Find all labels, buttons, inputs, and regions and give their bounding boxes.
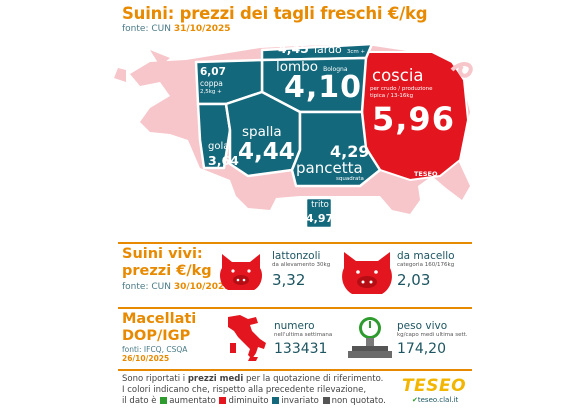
coscia-note-1: per crudo / produzione	[370, 86, 433, 92]
teseo-small-logo: TESEO	[414, 170, 438, 178]
footer-note: Sono riportati i prezzi medi per la quot…	[122, 374, 386, 407]
peso-note: kg/capo medi ultima sett.	[397, 332, 468, 338]
lombo-value: 4,10	[284, 70, 363, 105]
coppa-value: 6,07	[200, 66, 226, 78]
slaughter-title-line-1: Macellati	[122, 311, 197, 327]
numero-value: 133431	[274, 341, 328, 357]
lattonzoli-label: lattonzoli	[272, 250, 321, 262]
pancetta-value: 4,29	[330, 142, 370, 161]
legend-red-square	[219, 397, 227, 404]
coscia-note: per crudo / produzione tipica / 13-16kg	[370, 86, 433, 99]
numero-block: numero nell'ultima settimana 133431	[274, 320, 332, 357]
macello-note: categoria 160/176kg	[397, 262, 455, 268]
pig-diagram	[114, 42, 473, 230]
teseo-logo: TESEO	[402, 376, 467, 396]
gola-name: gola	[208, 141, 230, 152]
divider	[118, 369, 472, 371]
page-title: Suini: prezzi dei tagli freschi €/kg	[122, 4, 428, 23]
lombo-name: lombo	[276, 59, 318, 75]
footer-legend: il dato è aumentato diminuito invariato …	[122, 396, 386, 406]
source-label: fonti: IFCQ, CSQA	[122, 345, 188, 354]
source-date: 26/10/2025	[122, 354, 170, 363]
pancetta-name: pancetta	[296, 159, 363, 177]
legend-aumentato: aumentato	[169, 396, 216, 406]
header-source: fonte: CUN 31/10/2025	[122, 24, 231, 34]
trito-name: trito	[311, 200, 329, 210]
lardo-value: 4,45	[278, 41, 309, 56]
coscia-note-2: tipica / 13-16kg	[370, 92, 414, 99]
lattonzoli-note: da allevamento 30kg	[272, 262, 331, 268]
scale-icon	[348, 317, 392, 358]
pig-snout	[114, 68, 126, 82]
source-date: 30/10/2025	[173, 282, 231, 292]
lardo-note: 3cm +	[346, 49, 366, 55]
live-title: Suini vivi: prezzi €/kg	[122, 246, 212, 280]
peso-label: peso vivo	[397, 320, 448, 332]
spalla-name: spalla	[242, 124, 282, 140]
trito-value: 4,97	[306, 212, 334, 225]
lattonzoli-block: lattonzoli da allevamento 30kg 3,32	[272, 250, 330, 289]
numero-note: nell'ultima settimana	[274, 332, 333, 338]
peso-block: peso vivo kg/capo medi ultima sett. 174,…	[397, 320, 468, 357]
trito-cut	[304, 196, 334, 230]
piglet-head-icon	[220, 254, 262, 290]
pig-tail	[450, 62, 473, 78]
legend-diminuito: diminuito	[228, 396, 269, 406]
peso-value: 174,20	[397, 341, 446, 357]
macello-value: 2,03	[397, 271, 431, 289]
spalla-value: 4,44	[238, 139, 295, 165]
teseo-url: ✔teseo.clal.it	[412, 396, 459, 404]
legend-green-square	[160, 397, 168, 404]
slaughter-title-line-2: DOP/IGP	[122, 328, 191, 344]
lattonzoli-value: 3,32	[272, 271, 306, 289]
pancetta-note: squadrata	[336, 176, 364, 182]
source-label: fonte: CUN	[122, 24, 171, 34]
macello-block: da macello categoria 160/176kg 2,03	[397, 250, 455, 289]
pig-head-icon	[342, 252, 392, 294]
coppa-note: 2,5kg +	[200, 89, 222, 95]
coscia-name: coscia	[372, 66, 424, 85]
leaf-icon: ✔	[412, 396, 418, 404]
live-title-line-2: prezzi €/kg	[122, 263, 212, 279]
slaughter-title: Macellati DOP/IGP	[122, 311, 196, 345]
lombo-label: lombo Bologna	[276, 56, 348, 75]
pig-ear-left	[150, 50, 170, 66]
source-label: fonte: CUN	[122, 282, 171, 292]
coppa-name: coppa	[200, 79, 223, 88]
slaughter-source: fonti: IFCQ, CSQA 26/10/2025	[122, 345, 187, 363]
gola-value: 3,64	[208, 153, 239, 168]
coscia-value: 5,96	[372, 100, 455, 138]
live-source: fonte: CUN 30/10/2025	[122, 282, 231, 292]
lardo-name: lardo	[313, 43, 342, 56]
pancetta-cut	[290, 110, 382, 188]
macello-label: da macello	[397, 250, 455, 262]
legend-non-quotato: non quotato.	[331, 396, 386, 406]
italy-map-icon	[228, 315, 266, 361]
trito-label: trito 4,97	[306, 199, 334, 225]
divider	[118, 242, 472, 244]
gola-label: gola 3,64	[208, 140, 239, 168]
legend-grey-square	[322, 397, 330, 404]
footer-line-2: I colori indicano che, rispetto alla pre…	[122, 385, 367, 395]
divider	[118, 307, 472, 309]
lombo-note: Bologna	[323, 66, 348, 73]
live-title-line-1: Suini vivi:	[122, 246, 203, 262]
numero-label: numero	[274, 320, 315, 332]
source-date: 31/10/2025	[173, 24, 231, 34]
legend-teal-square	[272, 397, 280, 404]
legend-invariato: invariato	[281, 396, 319, 406]
coppa-label: 6,07 coppa 2,5kg +	[200, 66, 226, 96]
lardo-label: 4,45 lardo 3cm +	[278, 38, 365, 57]
footer-line-1: Sono riportati i prezzi medi per la quot…	[122, 374, 384, 384]
